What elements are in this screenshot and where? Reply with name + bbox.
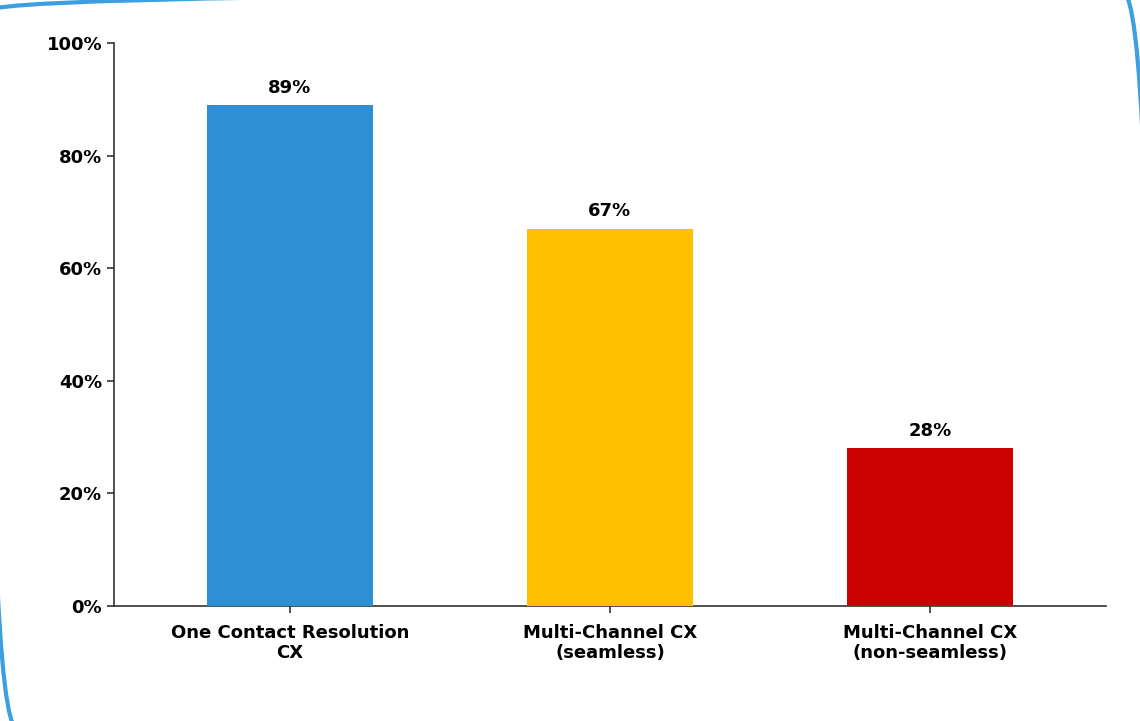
Bar — [847, 448, 1013, 606]
Text: 67%: 67% — [588, 203, 632, 221]
Text: 89%: 89% — [268, 79, 311, 97]
Text: 28%: 28% — [909, 422, 952, 440]
Bar — [527, 229, 693, 606]
Bar — [206, 105, 373, 606]
